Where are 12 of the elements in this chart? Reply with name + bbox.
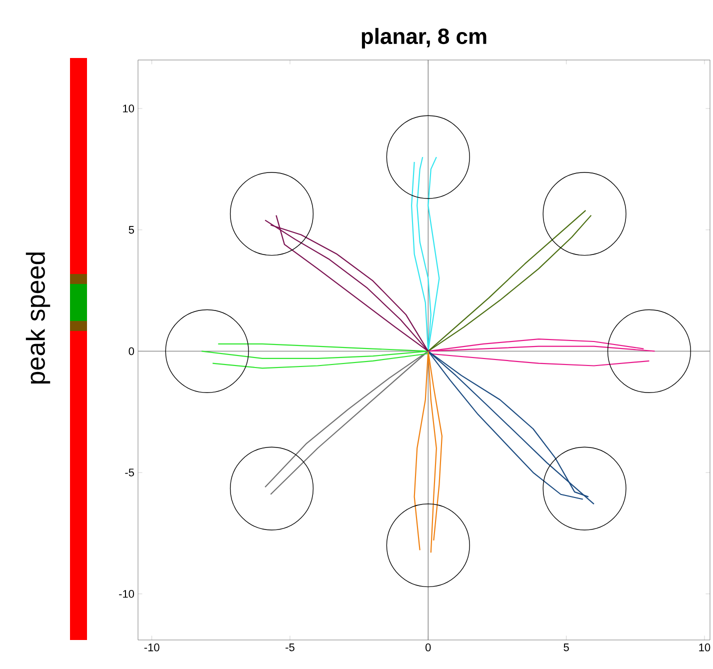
y-tick-label: -5: [125, 468, 134, 476]
x-tick-label: 5: [564, 644, 569, 652]
x-tick-label: -5: [286, 644, 294, 652]
y-axis-title: peak speed: [26, 252, 50, 384]
x-tick-label: 10: [699, 644, 710, 652]
y-tick-label: -10: [119, 590, 134, 598]
chart-title: planar, 8 cm: [362, 28, 486, 48]
y-tick-label: 10: [123, 104, 134, 112]
y-tick-label: 5: [128, 226, 134, 234]
x-tick-label: -10: [144, 644, 160, 652]
y-tick-label: 0: [128, 347, 134, 356]
x-tick-label: 0: [426, 644, 431, 652]
